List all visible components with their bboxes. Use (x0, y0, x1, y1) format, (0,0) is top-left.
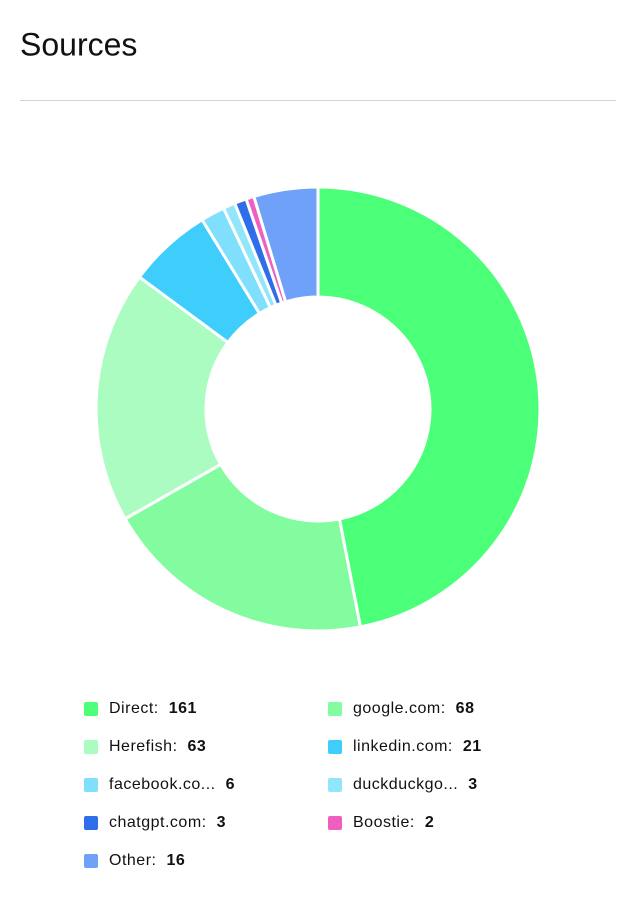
donut-segment[interactable] (94, 275, 230, 521)
donut-segment[interactable] (252, 185, 320, 304)
legend-label: facebook.co... (109, 776, 216, 793)
legend-label: duckduckgo... (353, 776, 458, 793)
legend-value: 2 (425, 814, 434, 831)
legend-swatch (84, 740, 98, 754)
legend-item[interactable]: Boostie: 2 (328, 814, 434, 831)
legend-text: linkedin.com: 21 (353, 738, 482, 755)
legend-swatch (84, 854, 98, 868)
legend-swatch (328, 778, 342, 792)
donut-segment[interactable] (316, 185, 542, 629)
donut-chart (94, 185, 542, 633)
legend-item[interactable]: facebook.co... 6 (84, 776, 235, 793)
legend-value: 68 (456, 700, 475, 717)
donut-segment[interactable] (123, 462, 362, 633)
page-title: Sources (20, 26, 137, 62)
legend-item[interactable]: linkedin.com: 21 (328, 738, 482, 755)
legend-value: 161 (169, 700, 197, 717)
legend-label: google.com: (353, 700, 446, 717)
legend-swatch (328, 740, 342, 754)
legend-swatch (328, 816, 342, 830)
legend-item[interactable]: chatgpt.com: 3 (84, 814, 226, 831)
legend-swatch (84, 816, 98, 830)
legend-label: Herefish: (109, 738, 178, 755)
legend-item[interactable]: Other: 16 (84, 852, 185, 869)
legend-item[interactable]: Direct: 161 (84, 700, 197, 717)
legend-item[interactable]: Herefish: 63 (84, 738, 206, 755)
legend-swatch (328, 702, 342, 716)
legend-value: 3 (217, 814, 226, 831)
legend-item[interactable]: google.com: 68 (328, 700, 474, 717)
legend-label: linkedin.com: (353, 738, 453, 755)
legend-text: chatgpt.com: 3 (109, 814, 226, 831)
legend-text: google.com: 68 (353, 700, 474, 717)
legend-label: Boostie: (353, 814, 415, 831)
legend-swatch (84, 702, 98, 716)
legend-value: 3 (468, 776, 477, 793)
legend-value: 63 (188, 738, 207, 755)
legend-swatch (84, 778, 98, 792)
legend-value: 6 (226, 776, 235, 793)
legend-text: Other: 16 (109, 852, 185, 869)
legend-text: facebook.co... 6 (109, 776, 235, 793)
legend-label: Direct: (109, 700, 159, 717)
legend-value: 21 (463, 738, 482, 755)
legend-label: chatgpt.com: (109, 814, 207, 831)
legend-text: Direct: 161 (109, 700, 197, 717)
legend-value: 16 (166, 852, 185, 869)
legend-text: Herefish: 63 (109, 738, 206, 755)
legend-text: Boostie: 2 (353, 814, 434, 831)
legend-label: Other: (109, 852, 156, 869)
legend-item[interactable]: duckduckgo... 3 (328, 776, 478, 793)
legend-text: duckduckgo... 3 (353, 776, 478, 793)
